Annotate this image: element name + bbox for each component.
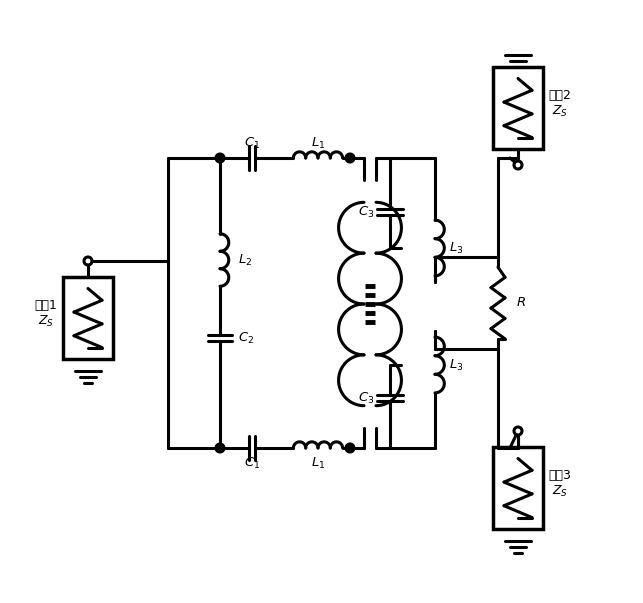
Text: $C_3$: $C_3$ xyxy=(358,391,374,406)
Text: $C_1$: $C_1$ xyxy=(244,136,260,151)
Text: 端口2
$Z_S$: 端口2 $Z_S$ xyxy=(548,89,572,119)
Text: $L_1$: $L_1$ xyxy=(311,136,325,151)
Bar xyxy=(493,67,543,149)
Text: $L_1$: $L_1$ xyxy=(311,455,325,470)
Text: 端口1
$Z_S$: 端口1 $Z_S$ xyxy=(35,299,57,329)
Circle shape xyxy=(216,154,224,162)
Text: 端口3
$Z_S$: 端口3 $Z_S$ xyxy=(548,469,572,499)
Text: $L_3$: $L_3$ xyxy=(449,358,464,373)
Bar xyxy=(63,277,113,359)
Text: $C_2$: $C_2$ xyxy=(238,330,254,346)
Bar xyxy=(493,447,543,529)
Circle shape xyxy=(514,427,522,435)
Text: $L_3$: $L_3$ xyxy=(449,241,464,256)
Text: $C_1$: $C_1$ xyxy=(244,455,260,470)
Text: $L_2$: $L_2$ xyxy=(238,253,252,268)
Circle shape xyxy=(216,444,224,452)
Text: $C_3$: $C_3$ xyxy=(358,204,374,219)
Circle shape xyxy=(514,161,522,169)
Circle shape xyxy=(346,154,354,162)
Text: $R$: $R$ xyxy=(516,297,526,309)
Circle shape xyxy=(346,444,354,452)
Circle shape xyxy=(84,257,92,265)
